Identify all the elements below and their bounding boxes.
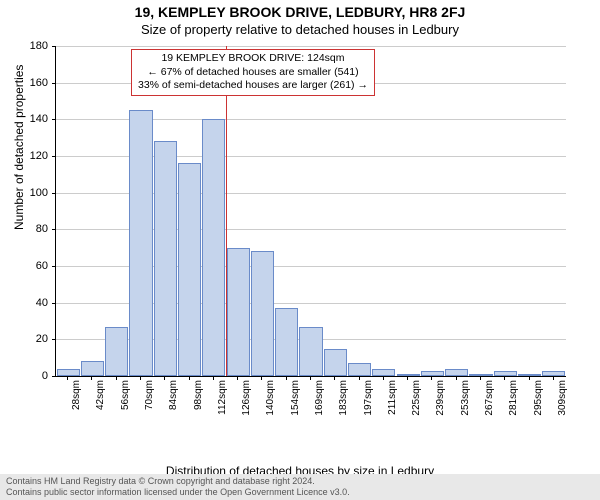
- annotation-line-1: 19 KEMPLEY BROOK DRIVE: 124sqm: [138, 52, 368, 66]
- ytick-label: 60: [18, 260, 48, 272]
- ytick-label: 20: [18, 333, 48, 345]
- footer-line-2: Contains public sector information licen…: [6, 487, 594, 498]
- xtick-mark: [334, 376, 335, 380]
- bar: [202, 119, 225, 376]
- ytick-mark: [52, 376, 56, 377]
- bar: [275, 308, 298, 376]
- bar: [445, 369, 468, 376]
- bar: [251, 251, 274, 376]
- ytick-mark: [52, 229, 56, 230]
- bar: [154, 141, 177, 376]
- xtick-mark: [237, 376, 238, 380]
- bar: [81, 361, 104, 376]
- plot-area: 19 KEMPLEY BROOK DRIVE: 124sqm← 67% of d…: [55, 46, 566, 377]
- chart-area: 19 KEMPLEY BROOK DRIVE: 124sqm← 67% of d…: [55, 46, 565, 416]
- xtick-label: 28sqm: [71, 380, 82, 410]
- bar: [227, 248, 250, 376]
- xtick-mark: [140, 376, 141, 380]
- xtick-label: 225sqm: [411, 380, 422, 416]
- chart-subtitle: Size of property relative to detached ho…: [0, 20, 600, 37]
- xtick-label: 112sqm: [217, 380, 228, 415]
- bar: [129, 110, 152, 376]
- ytick-label: 40: [18, 297, 48, 309]
- xtick-label: 281sqm: [508, 380, 519, 416]
- ytick-mark: [52, 339, 56, 340]
- xtick-label: 197sqm: [363, 380, 374, 416]
- xtick-label: 183sqm: [338, 380, 349, 416]
- xtick-mark: [67, 376, 68, 380]
- bar: [178, 163, 201, 376]
- annotation-box: 19 KEMPLEY BROOK DRIVE: 124sqm← 67% of d…: [131, 49, 375, 96]
- ytick-mark: [52, 119, 56, 120]
- ytick-label: 180: [18, 40, 48, 52]
- xtick-label: 309sqm: [557, 380, 568, 416]
- xtick-label: 56sqm: [120, 380, 131, 410]
- ytick-mark: [52, 83, 56, 84]
- bar: [57, 369, 80, 376]
- gridline: [56, 46, 566, 47]
- xtick-label: 239sqm: [435, 380, 446, 416]
- xtick-label: 253sqm: [460, 380, 471, 416]
- bar: [299, 327, 322, 377]
- bar: [105, 327, 128, 377]
- xtick-label: 42sqm: [95, 380, 106, 410]
- ytick-mark: [52, 193, 56, 194]
- bar: [324, 349, 347, 377]
- xtick-label: 211sqm: [387, 380, 398, 415]
- xtick-label: 84sqm: [168, 380, 179, 410]
- xtick-mark: [383, 376, 384, 380]
- xtick-mark: [261, 376, 262, 380]
- xtick-label: 267sqm: [484, 380, 495, 416]
- xtick-label: 98sqm: [193, 380, 204, 410]
- y-axis-label: Number of detached properties: [12, 65, 26, 230]
- xtick-mark: [189, 376, 190, 380]
- ytick-mark: [52, 266, 56, 267]
- bar: [421, 371, 444, 377]
- xtick-label: 154sqm: [290, 380, 301, 416]
- xtick-mark: [431, 376, 432, 380]
- ytick-label: 120: [18, 150, 48, 162]
- xtick-mark: [553, 376, 554, 380]
- bar: [494, 371, 517, 377]
- annotation-line-2: ← 67% of detached houses are smaller (54…: [138, 66, 368, 80]
- footer-line-1: Contains HM Land Registry data © Crown c…: [6, 476, 594, 487]
- xtick-mark: [116, 376, 117, 380]
- bar: [518, 374, 541, 376]
- xtick-label: 140sqm: [265, 380, 276, 416]
- xtick-mark: [213, 376, 214, 380]
- xtick-label: 169sqm: [314, 380, 325, 416]
- chart-title: 19, KEMPLEY BROOK DRIVE, LEDBURY, HR8 2F…: [0, 0, 600, 20]
- ytick-label: 160: [18, 77, 48, 89]
- ytick-mark: [52, 303, 56, 304]
- xtick-label: 295sqm: [533, 380, 544, 416]
- ytick-label: 100: [18, 187, 48, 199]
- ytick-label: 0: [18, 370, 48, 382]
- bar: [542, 371, 565, 377]
- bar: [348, 363, 371, 376]
- bar: [372, 369, 395, 376]
- xtick-label: 70sqm: [144, 380, 155, 410]
- annotation-line-3: 33% of semi-detached houses are larger (…: [138, 79, 368, 93]
- xtick-mark: [91, 376, 92, 380]
- xtick-mark: [480, 376, 481, 380]
- footer-attribution: Contains HM Land Registry data © Crown c…: [0, 474, 600, 500]
- chart-container: 19, KEMPLEY BROOK DRIVE, LEDBURY, HR8 2F…: [0, 0, 600, 500]
- ytick-label: 80: [18, 223, 48, 235]
- ytick-mark: [52, 46, 56, 47]
- xtick-mark: [164, 376, 165, 380]
- xtick-mark: [456, 376, 457, 380]
- xtick-mark: [286, 376, 287, 380]
- xtick-mark: [310, 376, 311, 380]
- xtick-mark: [359, 376, 360, 380]
- xtick-mark: [407, 376, 408, 380]
- ytick-label: 140: [18, 113, 48, 125]
- xtick-mark: [504, 376, 505, 380]
- ytick-mark: [52, 156, 56, 157]
- xtick-label: 126sqm: [241, 380, 252, 416]
- xtick-mark: [529, 376, 530, 380]
